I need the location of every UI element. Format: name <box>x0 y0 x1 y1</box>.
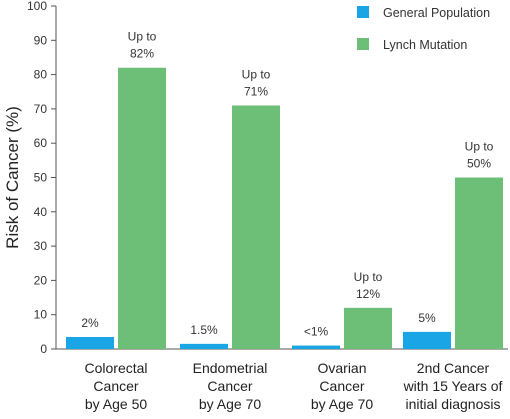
bar <box>118 67 166 350</box>
y-tick-label: 10 <box>34 308 48 322</box>
category-label: by Age 70 <box>199 396 261 412</box>
bar <box>403 331 451 349</box>
y-tick-label: 40 <box>34 205 48 219</box>
category-label: Ovarian <box>317 360 366 376</box>
data-label: Up to <box>354 270 383 284</box>
data-labels: 2% Up to 82% 1.5% Up to 71% <1% Up to 12% 5% Up to… <box>81 30 493 339</box>
y-tick-label: 80 <box>34 68 48 82</box>
category-label: with 15 Years of <box>403 378 503 394</box>
data-label: 1.5% <box>190 323 218 337</box>
data-label: 12% <box>356 287 380 301</box>
data-label: Up to <box>242 67 271 81</box>
data-label: 71% <box>244 84 268 98</box>
y-tick-label: 90 <box>34 33 48 47</box>
y-tick-label: 20 <box>34 273 48 287</box>
category-label: initial diagnosis <box>406 396 501 412</box>
bar <box>66 336 114 349</box>
category-label: by Age 50 <box>85 396 147 412</box>
y-tick-label: 50 <box>34 171 48 185</box>
y-tick-label: 70 <box>34 102 48 116</box>
bar <box>180 343 228 349</box>
data-label: 5% <box>418 311 436 325</box>
category-label: Cancer <box>93 378 138 394</box>
legend-label: General Population <box>383 6 490 20</box>
category-label: Cancer <box>207 378 252 394</box>
data-label: Up to <box>128 30 157 44</box>
data-label: 2% <box>81 316 99 330</box>
legend-label: Lynch Mutation <box>383 38 467 52</box>
category-label: Endometrial <box>193 360 268 376</box>
category-label: 2nd Cancer <box>417 360 490 376</box>
legend-swatch <box>357 38 369 50</box>
bar <box>232 105 280 349</box>
axes: 0 10 20 30 40 50 60 70 80 90 100 Risk of Cancer (%)… <box>3 0 508 412</box>
y-tick-label: 0 <box>40 342 47 356</box>
bar <box>344 307 392 349</box>
category-label: Cancer <box>319 378 364 394</box>
y-tick-label: 60 <box>34 136 48 150</box>
category-label: by Age 70 <box>311 396 373 412</box>
data-label: 50% <box>467 157 491 171</box>
y-tick-label: 100 <box>27 0 47 13</box>
y-tick-label: 30 <box>34 239 48 253</box>
bars <box>66 67 503 350</box>
bar <box>455 177 503 349</box>
data-label: <1% <box>304 325 329 339</box>
category-label: Colorectal <box>84 360 147 376</box>
bar <box>292 345 340 349</box>
y-axis-label: Risk of Cancer (%) <box>3 106 22 249</box>
data-label: Up to <box>465 140 494 154</box>
legend: General Population Lynch Mutation <box>357 6 490 52</box>
data-label: 82% <box>130 47 154 61</box>
legend-swatch <box>357 6 369 18</box>
